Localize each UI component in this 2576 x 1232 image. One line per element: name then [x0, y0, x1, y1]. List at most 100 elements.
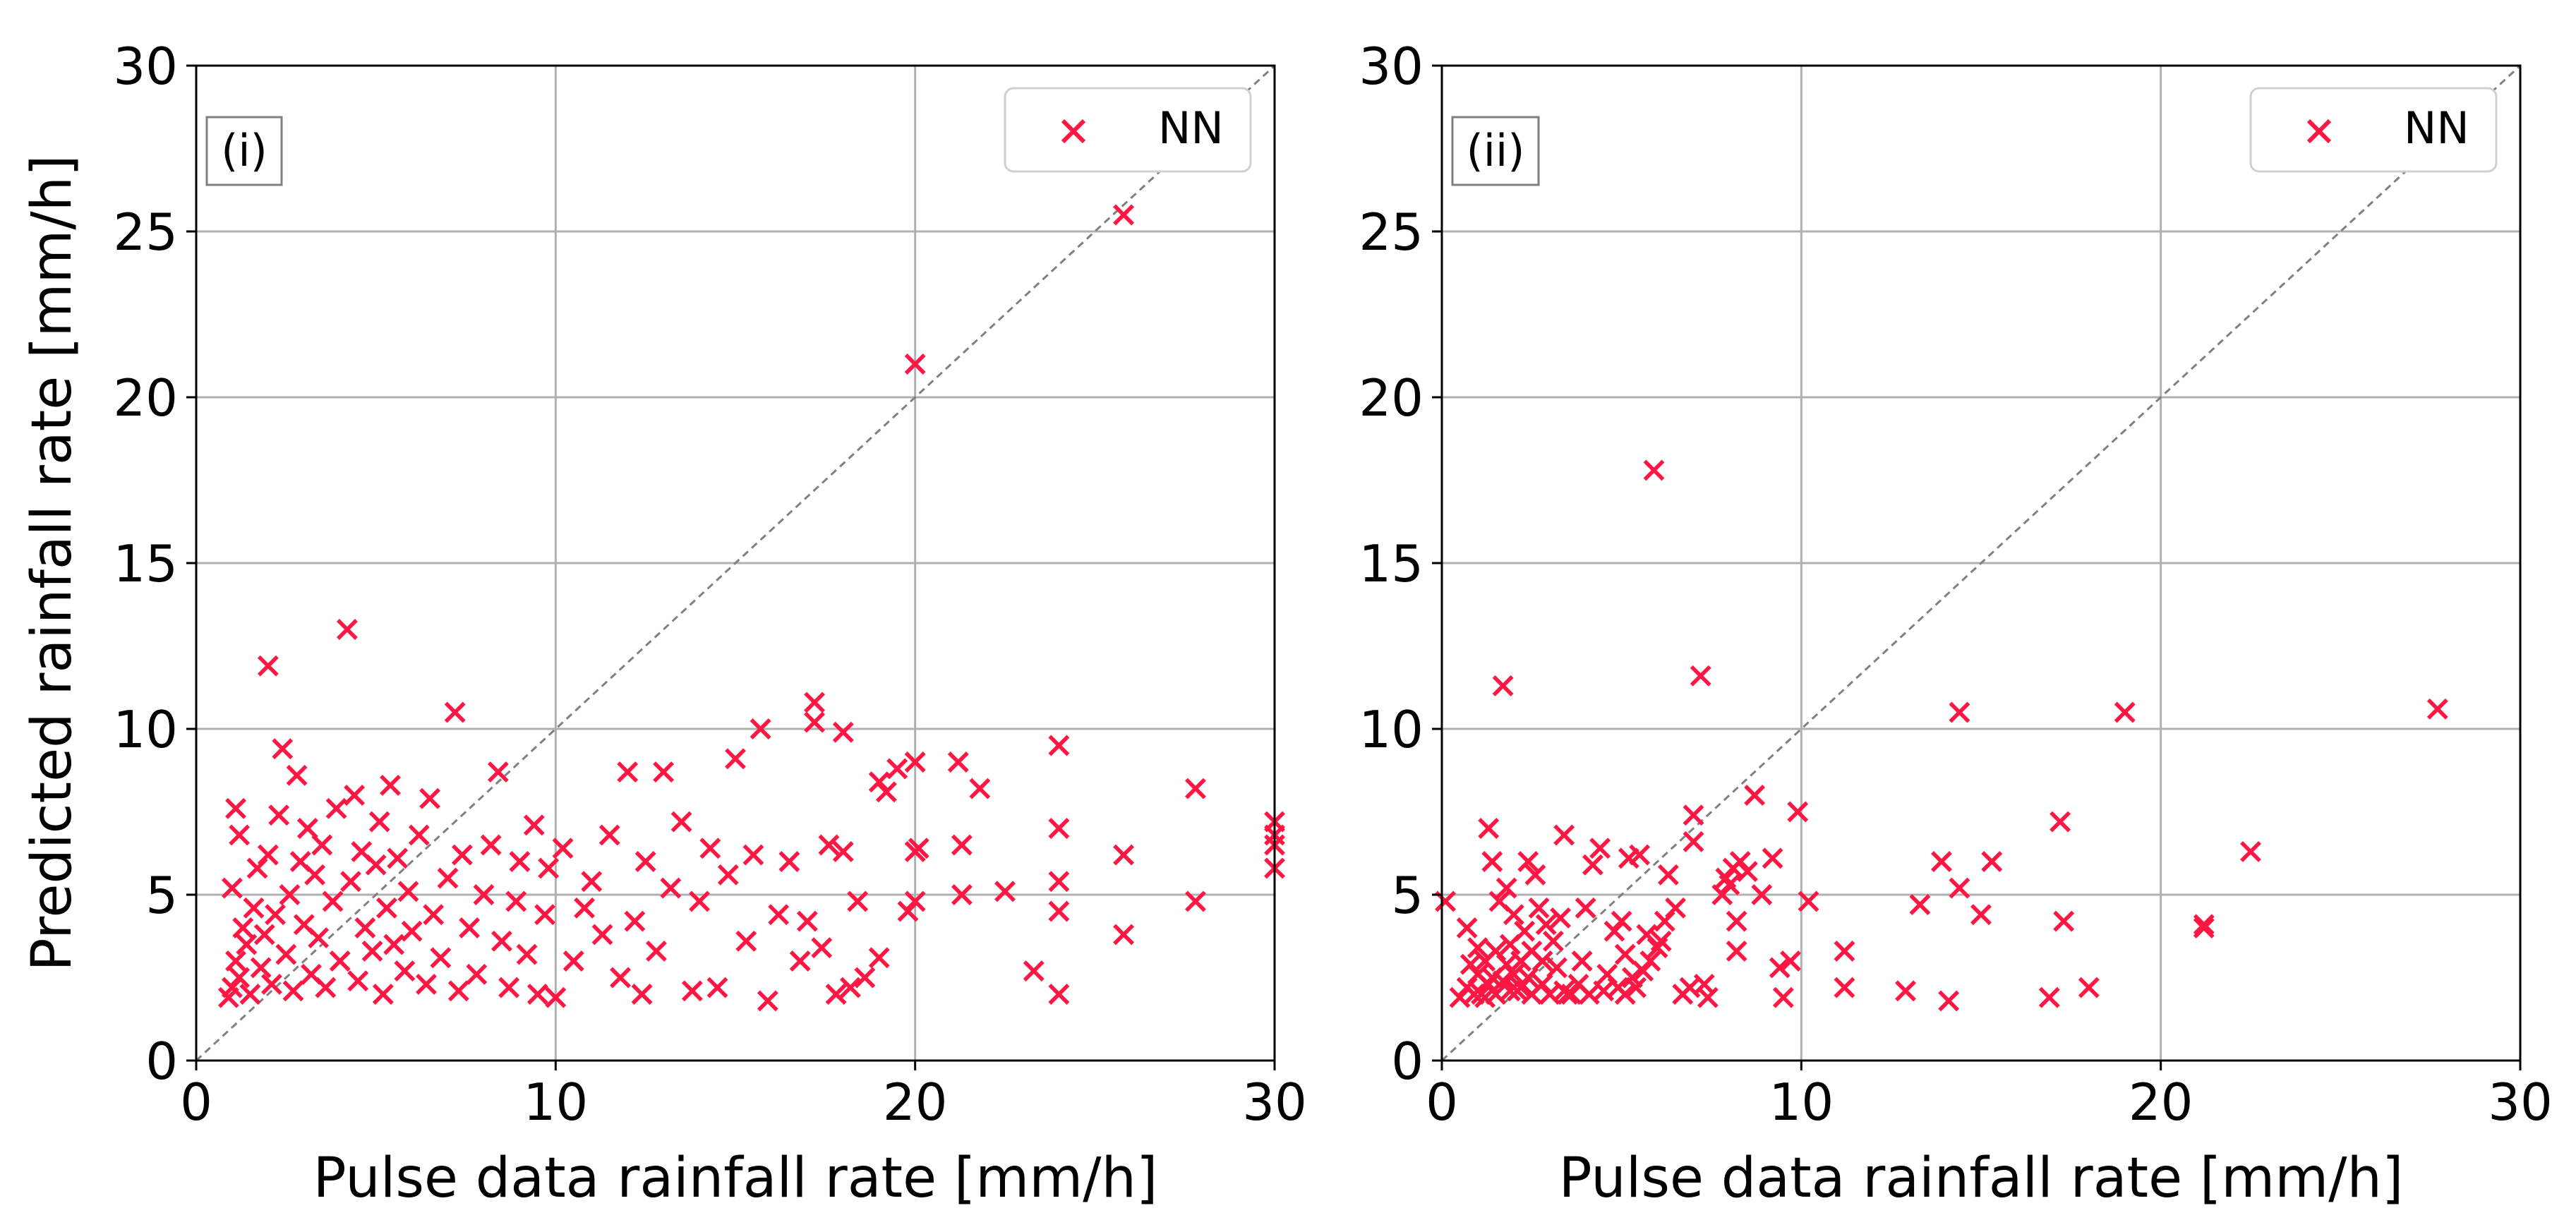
x-tick-label: 20 [2129, 1073, 2193, 1132]
data-point [239, 984, 261, 1005]
data-point-stroke-b [221, 877, 243, 899]
data-point-stroke-b [308, 927, 330, 949]
data-point [1762, 847, 1783, 869]
x-axis-label: Pulse data rainfall rate [mm/h] [313, 1147, 1158, 1210]
data-point [1531, 950, 1553, 972]
data-point-stroke-b [1048, 871, 1070, 893]
data-point-stroke-b [387, 847, 409, 869]
data-point [574, 897, 596, 919]
data-point [368, 811, 390, 833]
data-point-stroke-b [904, 751, 926, 773]
data-point-stroke-b [1629, 844, 1651, 866]
data-point-stroke-b [2114, 701, 2136, 723]
data-point [1834, 940, 1855, 962]
data-point [1736, 861, 1758, 883]
x-tick-label: 30 [2488, 1073, 2553, 1132]
data-point [1478, 818, 1500, 839]
data-point-stroke-b [1970, 904, 1992, 926]
data-point [1575, 897, 1596, 919]
data-point-stroke-b [225, 797, 246, 819]
data-point [969, 778, 991, 799]
data-point-stroke-b [1611, 910, 1632, 932]
data-point [886, 758, 908, 780]
data-point-stroke-b [1575, 897, 1596, 919]
reference-line [1440, 64, 2522, 1062]
data-point [904, 890, 926, 912]
data-point-stroke-b [1949, 701, 1970, 723]
data-point [847, 890, 869, 912]
data-point-stroke-b [282, 980, 304, 1002]
data-point [1614, 984, 1636, 1005]
data-point [1683, 804, 1704, 826]
data-point [480, 834, 502, 856]
data-point [598, 824, 620, 846]
legend: NN [2249, 87, 2498, 173]
data-point [699, 838, 721, 859]
data-point [706, 977, 728, 998]
data-point [2050, 811, 2071, 833]
data-point [466, 963, 488, 985]
data-point [994, 881, 1016, 902]
y-tick-label: 0 [145, 1032, 178, 1091]
data-point [717, 864, 739, 886]
data-point [487, 761, 509, 783]
legend-label: NN [1158, 102, 1224, 154]
data-point [1970, 904, 1992, 926]
data-point-stroke-b [340, 871, 361, 893]
data-point [2193, 914, 2215, 936]
data-point-stroke-b [416, 973, 437, 995]
data-point-stroke-b [1762, 847, 1783, 869]
data-point-stroke-b [832, 840, 854, 862]
data-point [660, 877, 682, 899]
data-point [904, 751, 926, 773]
data-point [1550, 907, 1572, 929]
data-point-stroke-b [444, 701, 466, 723]
data-point-stroke-b [408, 824, 430, 846]
data-point-stroke-b [689, 890, 711, 912]
data-point-stroke-b [279, 884, 301, 905]
data-point-stroke-b [2240, 840, 2261, 862]
data-point-stroke-b [699, 838, 721, 859]
data-point-stroke-b [1550, 907, 1572, 929]
data-point [229, 967, 251, 989]
data-point-stroke-b [875, 781, 897, 803]
data-point [538, 857, 560, 879]
data-point-stroke-b [840, 977, 861, 998]
data-point [1949, 701, 1970, 723]
data-point-stroke-b [1514, 920, 1536, 942]
data-point-stroke-b [562, 950, 584, 972]
data-point [1492, 970, 1514, 992]
data-point-stroke-b [229, 967, 251, 989]
data-point [1495, 877, 1517, 899]
data-point [423, 904, 445, 926]
data-point [1185, 890, 1206, 912]
data-point [832, 840, 854, 862]
data-point-stroke-b [351, 840, 373, 862]
data-point [1517, 967, 1539, 989]
x-tick-label: 20 [883, 1073, 948, 1132]
data-point [498, 977, 520, 998]
data-point [1514, 920, 1536, 942]
data-point-stroke-b [243, 897, 265, 919]
data-point [1751, 884, 1773, 905]
legend-marker [1061, 119, 1086, 144]
data-point [750, 718, 771, 739]
data-point [383, 934, 405, 955]
data-point-stroke-b [1679, 977, 1701, 998]
data-point-stroke-b [1683, 804, 1704, 826]
y-tick-label: 5 [1391, 866, 1424, 925]
data-point-stroke-b [1560, 984, 1582, 1005]
data-point [394, 960, 416, 982]
data-point [1571, 950, 1593, 972]
data-point [875, 781, 897, 803]
data-point-stroke-b [1938, 990, 1960, 1012]
data-point [610, 967, 631, 989]
data-point [1719, 874, 1740, 895]
data-point-stroke-b [1517, 851, 1539, 872]
reference-line-y-equals-x [1440, 64, 2522, 1062]
data-point-stroke-b [1553, 824, 1575, 846]
panel-label-frame [1451, 116, 1540, 186]
data-point [387, 847, 409, 869]
data-point [451, 844, 473, 866]
data-point [265, 904, 286, 926]
